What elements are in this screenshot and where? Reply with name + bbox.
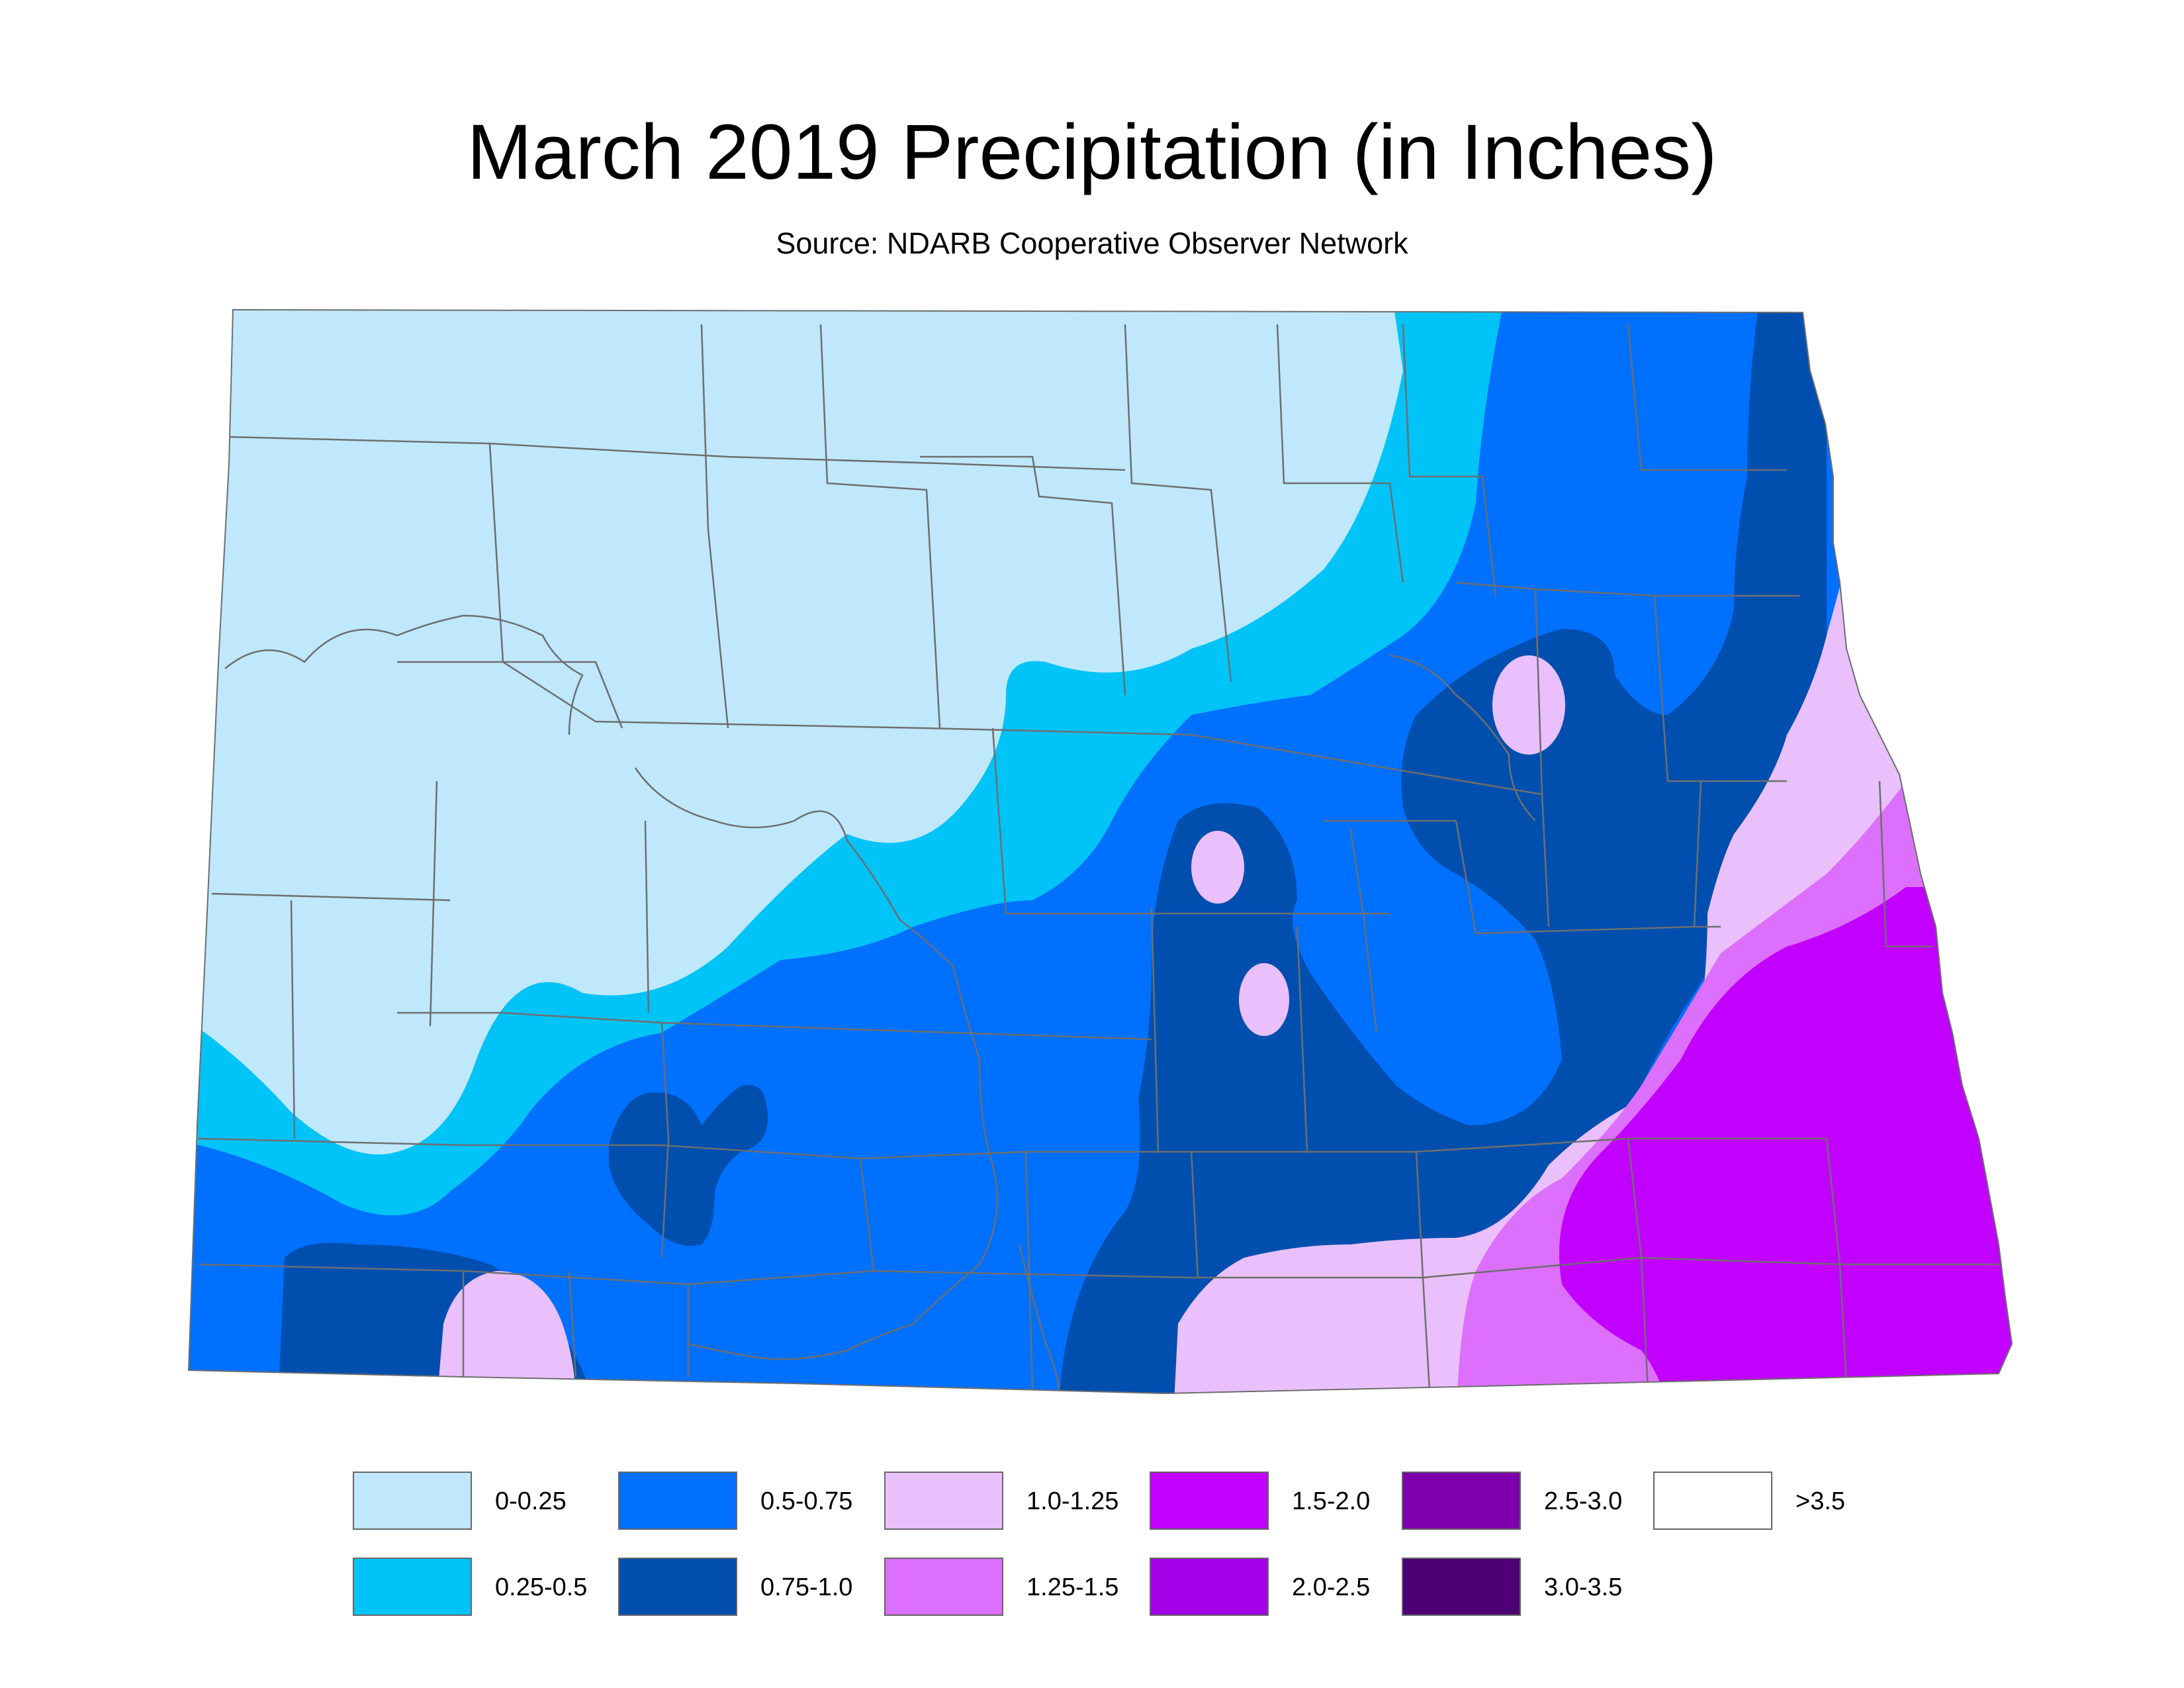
map-subtitle: Source: NDARB Cooperative Observer Netwo… xyxy=(776,226,1408,260)
zone-1.0-1.25-blob-c xyxy=(1239,963,1289,1036)
zone-1.0-1.25-blob-b xyxy=(1191,831,1244,904)
zone-1.0-1.25-southwest xyxy=(437,1271,576,1393)
map-title: March 2019 Precipitation (in Inches) xyxy=(467,109,1717,196)
zone-1.0-1.25-blob-a xyxy=(1492,655,1565,755)
zone-0.75-1.0-east xyxy=(1059,310,1827,1393)
state-outline xyxy=(187,308,2013,1395)
precip-zones xyxy=(189,310,2012,1393)
county-boundaries xyxy=(198,324,1999,1391)
zone-0.75-1.0-southwest xyxy=(609,1084,768,1246)
zone-1.5-2.0 xyxy=(1559,887,2012,1393)
